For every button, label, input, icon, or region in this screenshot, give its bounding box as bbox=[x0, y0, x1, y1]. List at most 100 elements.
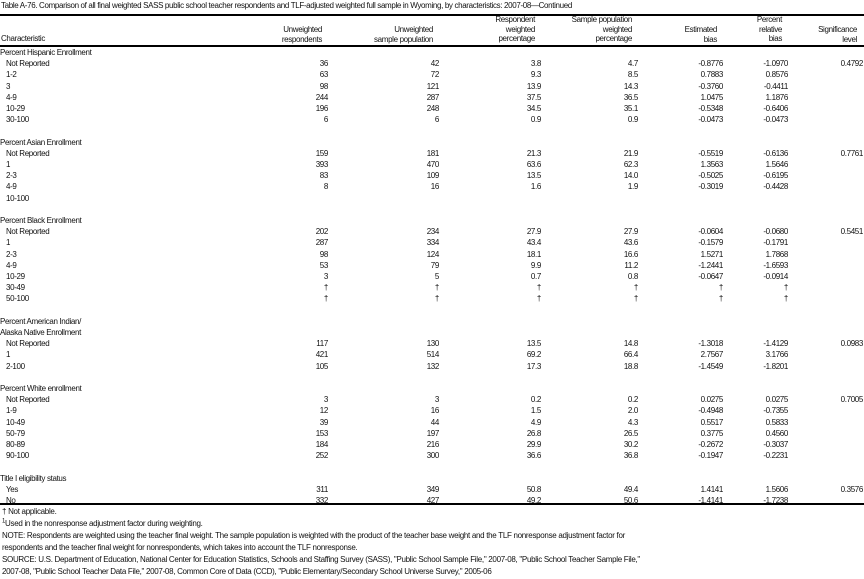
table-row: 10-100 bbox=[0, 193, 863, 204]
cell-value: -0.1579 bbox=[698, 238, 723, 248]
cell-value: -0.3037 bbox=[763, 440, 788, 450]
cell-value: 1.6 bbox=[530, 182, 541, 192]
cell-value: 63.6 bbox=[526, 160, 542, 170]
table-row: 1-2 63 72 9.3 8.5 0.7883 0.8576 bbox=[0, 69, 863, 80]
data-table: Percent Hispanic Enrollment Not Reported 3… bbox=[0, 47, 863, 506]
spacer-row bbox=[0, 125, 863, 136]
cell-value: 17.3 bbox=[526, 361, 542, 371]
row-label: 90-100 bbox=[6, 451, 29, 461]
cell-value: 8 bbox=[323, 182, 328, 192]
row-label: 30-49 bbox=[6, 283, 25, 293]
cell-value bbox=[788, 260, 863, 271]
cell-value bbox=[439, 193, 541, 204]
cell-value: 36.6 bbox=[526, 451, 542, 461]
row-label: 2-100 bbox=[6, 361, 25, 371]
cell-value bbox=[788, 81, 863, 92]
table-row: Not Reported 202 234 27.9 27.9 -0.0604 -0.0680… bbox=[0, 226, 863, 237]
cell-value: -0.0473 bbox=[763, 115, 788, 125]
cell-value: -0.4428 bbox=[763, 182, 788, 192]
cell-value: 30.2 bbox=[623, 440, 639, 450]
cell-value: 0.3576 bbox=[840, 484, 864, 494]
section-label: Title I eligibility status bbox=[0, 473, 67, 483]
cell-value: 26.5 bbox=[623, 428, 639, 438]
header-respondent-pct: Respondent weighted percentage bbox=[495, 15, 535, 43]
cell-value: † bbox=[783, 294, 788, 304]
section-label: Alaska Native Enrollment bbox=[0, 328, 81, 338]
cell-value bbox=[788, 293, 863, 304]
cell-value: † bbox=[323, 283, 328, 293]
cell-value: 6 bbox=[434, 115, 439, 125]
spacer-row bbox=[0, 372, 863, 383]
row-label: No bbox=[6, 496, 16, 506]
cell-value: 2.7567 bbox=[700, 350, 724, 360]
cell-value: -0.3019 bbox=[698, 182, 723, 192]
cell-value: 332 bbox=[315, 496, 329, 506]
cell-value: 26.8 bbox=[526, 428, 542, 438]
cell-value: -0.0604 bbox=[698, 227, 723, 237]
cell-value: 109 bbox=[426, 171, 440, 181]
row-label: 10-29 bbox=[6, 104, 25, 114]
cell-value: 11.2 bbox=[624, 260, 638, 270]
row-label: Not Reported bbox=[6, 395, 50, 405]
cell-value: 2.0 bbox=[627, 406, 638, 416]
cell-value: -1.3018 bbox=[698, 339, 723, 349]
cell-value: -0.5519 bbox=[698, 148, 723, 158]
cell-value: 130 bbox=[426, 339, 440, 349]
cell-value: -0.6195 bbox=[763, 171, 788, 181]
cell-value: 53 bbox=[319, 260, 329, 270]
section-header-row: Percent Hispanic Enrollment bbox=[0, 47, 863, 58]
header-respondents: Unweighted respondents bbox=[281, 25, 323, 44]
cell-value bbox=[788, 282, 863, 293]
row-label: Not Reported bbox=[6, 59, 50, 69]
row-label: Not Reported bbox=[6, 339, 50, 349]
cell-value: † bbox=[718, 283, 723, 293]
table-row: Not Reported 3 3 0.2 0.2 0.0275 0.0275 0.7005 bbox=[0, 394, 863, 405]
cell-value: -0.0647 bbox=[698, 272, 723, 282]
cell-value: 1.1876 bbox=[765, 92, 789, 102]
cell-value bbox=[788, 271, 863, 282]
cell-value: 202 bbox=[315, 227, 329, 237]
cell-value: † bbox=[536, 294, 541, 304]
cell-value: -1.0970 bbox=[763, 59, 788, 69]
cell-value: 16.6 bbox=[623, 249, 639, 259]
cell-value: 39 bbox=[319, 417, 329, 427]
cell-value: 42 bbox=[430, 59, 440, 69]
cell-value bbox=[788, 349, 863, 360]
cell-value: 0.5517 bbox=[700, 417, 724, 427]
cell-value bbox=[266, 193, 328, 204]
row-label: 1 bbox=[6, 350, 11, 360]
cell-value: 8.5 bbox=[627, 70, 638, 80]
cell-value: -0.1791 bbox=[763, 238, 788, 248]
cell-value: -0.5348 bbox=[698, 104, 723, 114]
cell-value: 0.8576 bbox=[765, 70, 789, 80]
cell-value: 49.2 bbox=[526, 496, 542, 506]
section-label: Percent Hispanic Enrollment bbox=[0, 48, 92, 57]
table-row: 2-3 83 109 13.5 14.0 -0.5025 -0.6195 bbox=[0, 170, 863, 181]
cell-value: -0.3760 bbox=[698, 81, 723, 91]
cell-value: 287 bbox=[315, 238, 329, 248]
source: SOURCE: U.S. Department of Education, Na… bbox=[2, 555, 640, 564]
bottom-rule bbox=[0, 503, 864, 505]
cell-value: -0.5025 bbox=[698, 171, 723, 181]
cell-value: 16 bbox=[430, 406, 440, 416]
cell-value bbox=[788, 249, 863, 260]
cell-value: 1.5646 bbox=[765, 160, 789, 170]
cell-value: 349 bbox=[426, 484, 440, 494]
section-header-row: Alaska Native Enrollment bbox=[0, 327, 863, 338]
cell-value: 1.7868 bbox=[765, 249, 789, 259]
row-label: 4-9 bbox=[6, 92, 17, 102]
row-label: 1-2 bbox=[6, 70, 17, 80]
footnote-dagger: † Not applicable. bbox=[2, 507, 57, 516]
cell-value bbox=[788, 92, 863, 103]
cell-value: 216 bbox=[426, 440, 440, 450]
note: NOTE: Respondents are weighted using the… bbox=[2, 531, 625, 540]
cell-value bbox=[788, 159, 863, 170]
cell-value: -0.2231 bbox=[763, 451, 788, 461]
header-characteristic: Characteristic bbox=[1, 34, 46, 43]
cell-value: 36.5 bbox=[623, 92, 639, 102]
cell-value: 121 bbox=[426, 81, 440, 91]
row-label: 3 bbox=[6, 81, 11, 91]
cell-value: 287 bbox=[426, 92, 440, 102]
row-label: 1 bbox=[6, 160, 11, 170]
table-row: 1-9 12 16 1.5 2.0 -0.4948 -0.7355 bbox=[0, 405, 863, 416]
